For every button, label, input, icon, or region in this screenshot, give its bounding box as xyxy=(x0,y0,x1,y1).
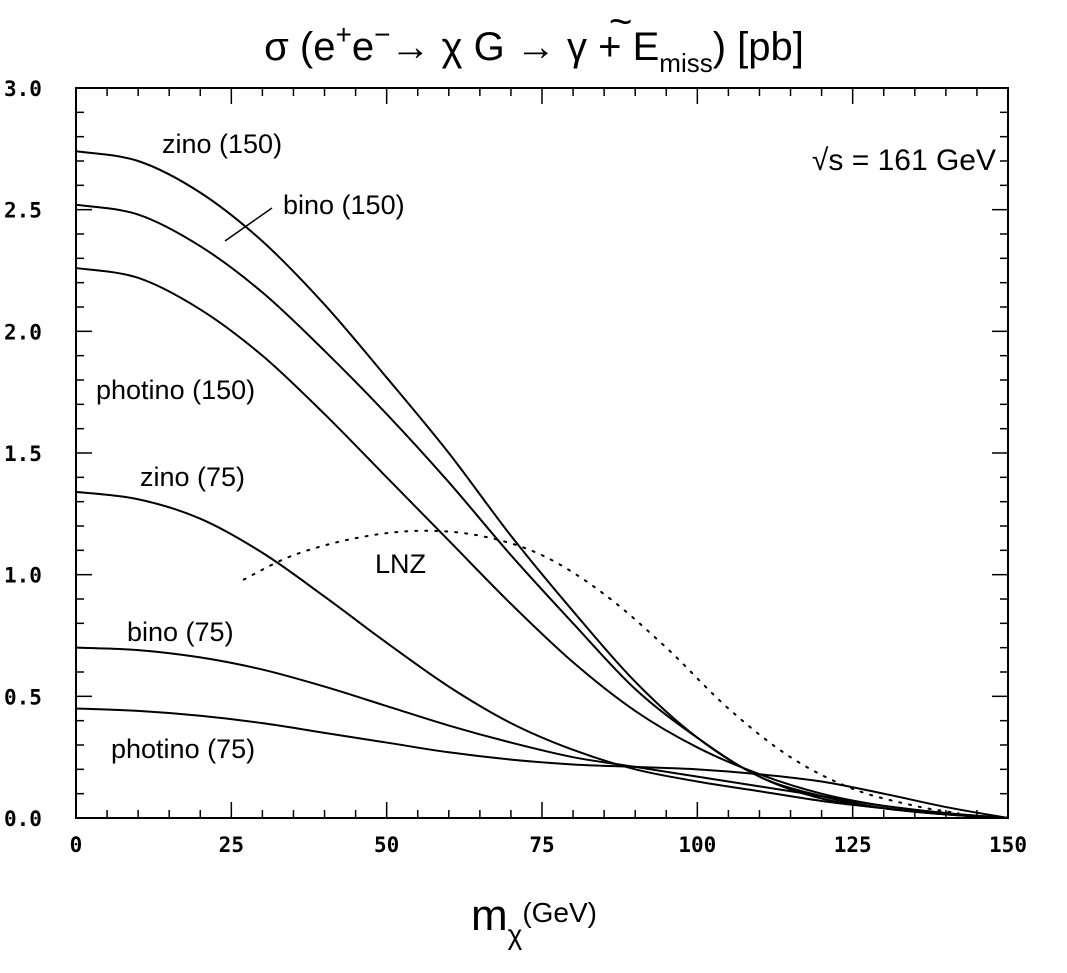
x-tick-label: 25 xyxy=(219,833,244,857)
y-tick-labels: 0.0 0.5 1.0 1.5 2.0 2.5 3.0 xyxy=(4,77,42,831)
label-photino-150: photino (150) xyxy=(96,375,255,405)
label-photino-75: photino (75) xyxy=(111,734,255,764)
y-tick-label: 3.0 xyxy=(4,77,42,101)
title-e2: e xyxy=(352,25,374,69)
label-zino-75: zino (75) xyxy=(140,462,245,492)
x-tick-label: 50 xyxy=(374,833,399,857)
title-sub-miss: miss xyxy=(659,48,712,78)
x-tick-label: 100 xyxy=(678,833,716,857)
x-tick-label: 0 xyxy=(70,833,83,857)
title-sup-plus: + xyxy=(335,19,351,50)
label-bino-150-leader xyxy=(224,207,273,242)
title-arrow1: → χ xyxy=(390,25,473,69)
x-tick-label: 125 xyxy=(834,833,872,857)
title-arrow2: → γ + E xyxy=(505,25,660,69)
series-line-5 xyxy=(75,707,1009,819)
y-tick-label: 1.5 xyxy=(4,442,42,466)
series-curves xyxy=(75,150,1009,819)
label-bino-75: bino (75) xyxy=(127,617,234,647)
title-suffix: ) [pb] xyxy=(713,25,804,69)
series-line-6 xyxy=(242,529,960,815)
xlabel-unit: (GeV) xyxy=(522,897,597,928)
y-tick-label: 1.0 xyxy=(4,564,42,588)
x-tick-labels: 0 25 50 75 100 125 150 xyxy=(70,833,1027,857)
x-tick-label: 150 xyxy=(989,833,1027,857)
series-line-0 xyxy=(75,150,1009,819)
x-tick-label: 75 xyxy=(529,833,554,857)
title-gravitino: G xyxy=(474,25,505,69)
axis-ticks xyxy=(75,87,1009,819)
title-sup-minus: − xyxy=(374,19,390,50)
y-tick-label: 2.0 xyxy=(4,320,42,344)
series-line-1 xyxy=(75,203,1009,819)
x-axis-label: mχ(GeV) xyxy=(471,891,597,950)
label-lnz: LNZ xyxy=(375,549,426,579)
energy-annotation: √s = 161 GeV xyxy=(812,144,996,177)
title-prefix: σ (e xyxy=(264,25,335,69)
chart-title: σ (e+e−→ χ G → γ + Emiss) [pb] xyxy=(264,19,804,78)
series-line-3 xyxy=(75,490,1009,819)
title-tilde: ~ xyxy=(609,0,632,44)
y-tick-label: 0.5 xyxy=(4,685,42,709)
label-zino-150: zino (150) xyxy=(162,129,282,159)
plot-frame xyxy=(75,87,1009,819)
y-tick-label: 2.5 xyxy=(4,199,42,223)
series-line-2 xyxy=(75,267,1009,819)
y-tick-label: 0.0 xyxy=(4,807,42,831)
series-line-4 xyxy=(75,646,1009,819)
label-bino-150: bino (150) xyxy=(283,190,405,220)
xlabel-main: m xyxy=(471,891,508,940)
xlabel-sub: χ xyxy=(508,919,523,950)
